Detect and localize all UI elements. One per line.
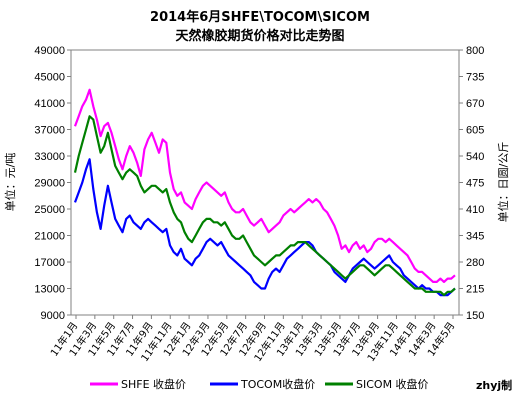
left-tick-label: 29000	[34, 178, 65, 190]
right-axis-label: 单位：日圆/公斤	[496, 142, 510, 223]
right-tick-label: 280	[466, 257, 484, 269]
left-tick-label: 37000	[34, 125, 65, 137]
legend-label-1: TOCOM收盘价	[240, 377, 315, 391]
right-tick-label: 150	[466, 310, 484, 322]
right-axis: 150 215 280 345 410 475 540 605 670 735 800	[459, 45, 484, 322]
left-tick-label: 13000	[34, 284, 65, 296]
right-tick-label: 410	[466, 204, 484, 216]
series-line-2	[73, 115, 456, 297]
left-axis-label: 单位：元/吨	[3, 153, 17, 212]
series-layer	[73, 88, 456, 297]
series-line-1	[73, 158, 456, 297]
right-tick-label: 800	[466, 45, 484, 57]
right-tick-label: 475	[466, 178, 484, 190]
right-tick-label: 215	[466, 284, 484, 296]
x-axis: 11年1月11年3月11年5月11年7月11年9月11年11月12年1月12年3…	[47, 315, 457, 364]
left-tick-label: 33000	[34, 151, 65, 163]
left-tick-label: 45000	[34, 72, 65, 84]
legend-label-2: SICOM 收盘价	[356, 377, 429, 391]
right-tick-label: 670	[466, 98, 484, 110]
series-line-0	[73, 88, 456, 283]
right-tick-label: 605	[466, 125, 484, 137]
left-tick-label: 25000	[34, 204, 65, 216]
left-axis: 9000 13000 17000 21000 25000 29000 33000 37000 4…	[34, 45, 71, 322]
right-tick-label: 345	[466, 231, 484, 243]
left-tick-label: 17000	[34, 257, 65, 269]
left-tick-label: 41000	[34, 98, 65, 110]
left-tick-label: 9000	[41, 310, 65, 322]
legend-label-0: SHFE 收盘价	[121, 377, 186, 391]
left-tick-label: 49000	[34, 45, 65, 57]
legend: SHFE 收盘价 TOCOM收盘价 SICOM 收盘价	[90, 377, 429, 391]
right-tick-label: 540	[466, 151, 484, 163]
left-tick-label: 21000	[34, 231, 65, 243]
credit-text: zhyj制	[476, 378, 512, 392]
right-tick-label: 735	[466, 72, 484, 84]
chart-title: 2014年6月SHFE\TOCOM\SICOM	[150, 9, 370, 25]
chart-subtitle: 天然橡胶期货价格对比走势图	[175, 28, 344, 44]
